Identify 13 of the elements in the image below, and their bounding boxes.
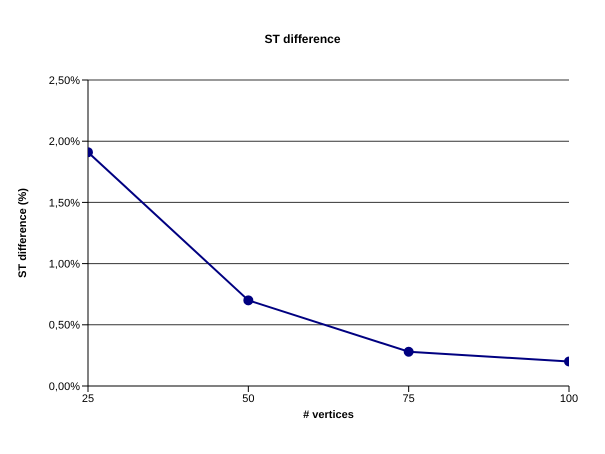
x-tick-label: 100 [560,392,578,405]
y-tick-label: 0,00% [48,380,80,393]
y-tick-label: 1,50% [48,197,80,210]
y-tick-label: 2,00% [48,136,80,148]
x-tick-label: 50 [242,392,254,405]
x-axis-title: # vertices [303,409,354,421]
x-tick-label: 25 [82,392,94,405]
y-tick-label: 1,00% [48,258,80,271]
y-tick-label: 0,50% [48,320,80,332]
chart-title: ST difference [263,32,342,46]
x-tick-label: 75 [402,392,415,405]
y-axis-title: ST difference (%) [16,188,29,278]
y-tick-label: 2,50% [48,74,80,87]
